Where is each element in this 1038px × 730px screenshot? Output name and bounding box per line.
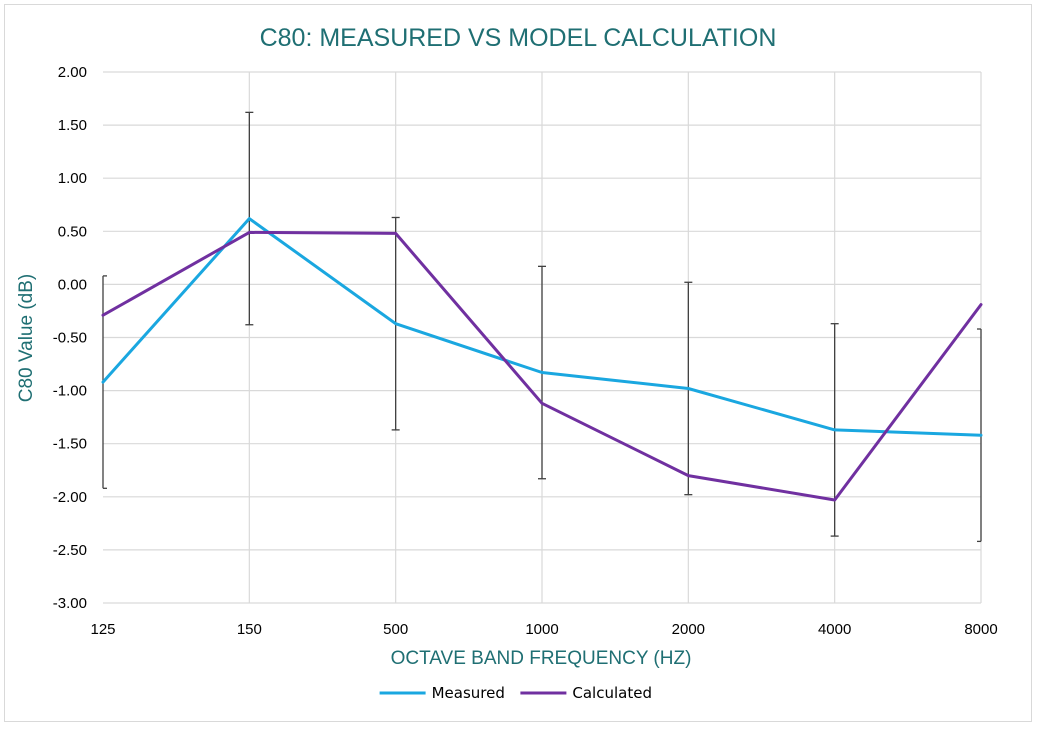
x-tick-label: 125 xyxy=(90,621,115,638)
y-tick-label: -1.50 xyxy=(53,436,87,453)
chart-title: C80: MEASURED VS MODEL CALCULATION xyxy=(260,24,777,52)
legend: Measured Calculated xyxy=(379,684,652,702)
y-tick-label: 2.00 xyxy=(58,64,87,81)
series-line-calculated xyxy=(101,230,983,502)
x-tick-label: 150 xyxy=(237,621,262,638)
x-tick-labels: 125 150 500 1000 2000 4000 8000 xyxy=(90,621,997,638)
series-line-measured xyxy=(101,217,983,437)
y-tick-label: -1.00 xyxy=(53,383,87,400)
x-axis-title: OCTAVE BAND FREQUENCY (HZ) xyxy=(391,648,692,669)
y-tick-label: -2.50 xyxy=(53,542,87,559)
x-tick-label: 1000 xyxy=(525,621,558,638)
x-tick-label: 500 xyxy=(383,621,408,638)
y-axis-title: C80 Value (dB) xyxy=(16,274,37,403)
x-tick-label: 8000 xyxy=(964,621,997,638)
y-tick-label: 1.00 xyxy=(58,170,87,187)
y-tick-label: 0.00 xyxy=(58,276,87,293)
y-tick-label: -2.00 xyxy=(53,489,87,506)
series-lines xyxy=(101,217,983,502)
y-tick-label: 1.50 xyxy=(58,117,87,134)
x-tick-label: 2000 xyxy=(672,621,705,638)
y-tick-label: -3.00 xyxy=(53,595,87,612)
y-tick-label: -0.50 xyxy=(53,330,87,347)
legend-label-calculated: Calculated xyxy=(572,684,652,702)
x-tick-label: 4000 xyxy=(818,621,851,638)
legend-label-measured: Measured xyxy=(432,684,505,702)
y-tick-labels: 2.00 1.50 1.00 0.50 0.00 -0.50 -1.00 -1.50 -2.00… xyxy=(53,64,87,612)
y-tick-label: 0.50 xyxy=(58,223,87,240)
